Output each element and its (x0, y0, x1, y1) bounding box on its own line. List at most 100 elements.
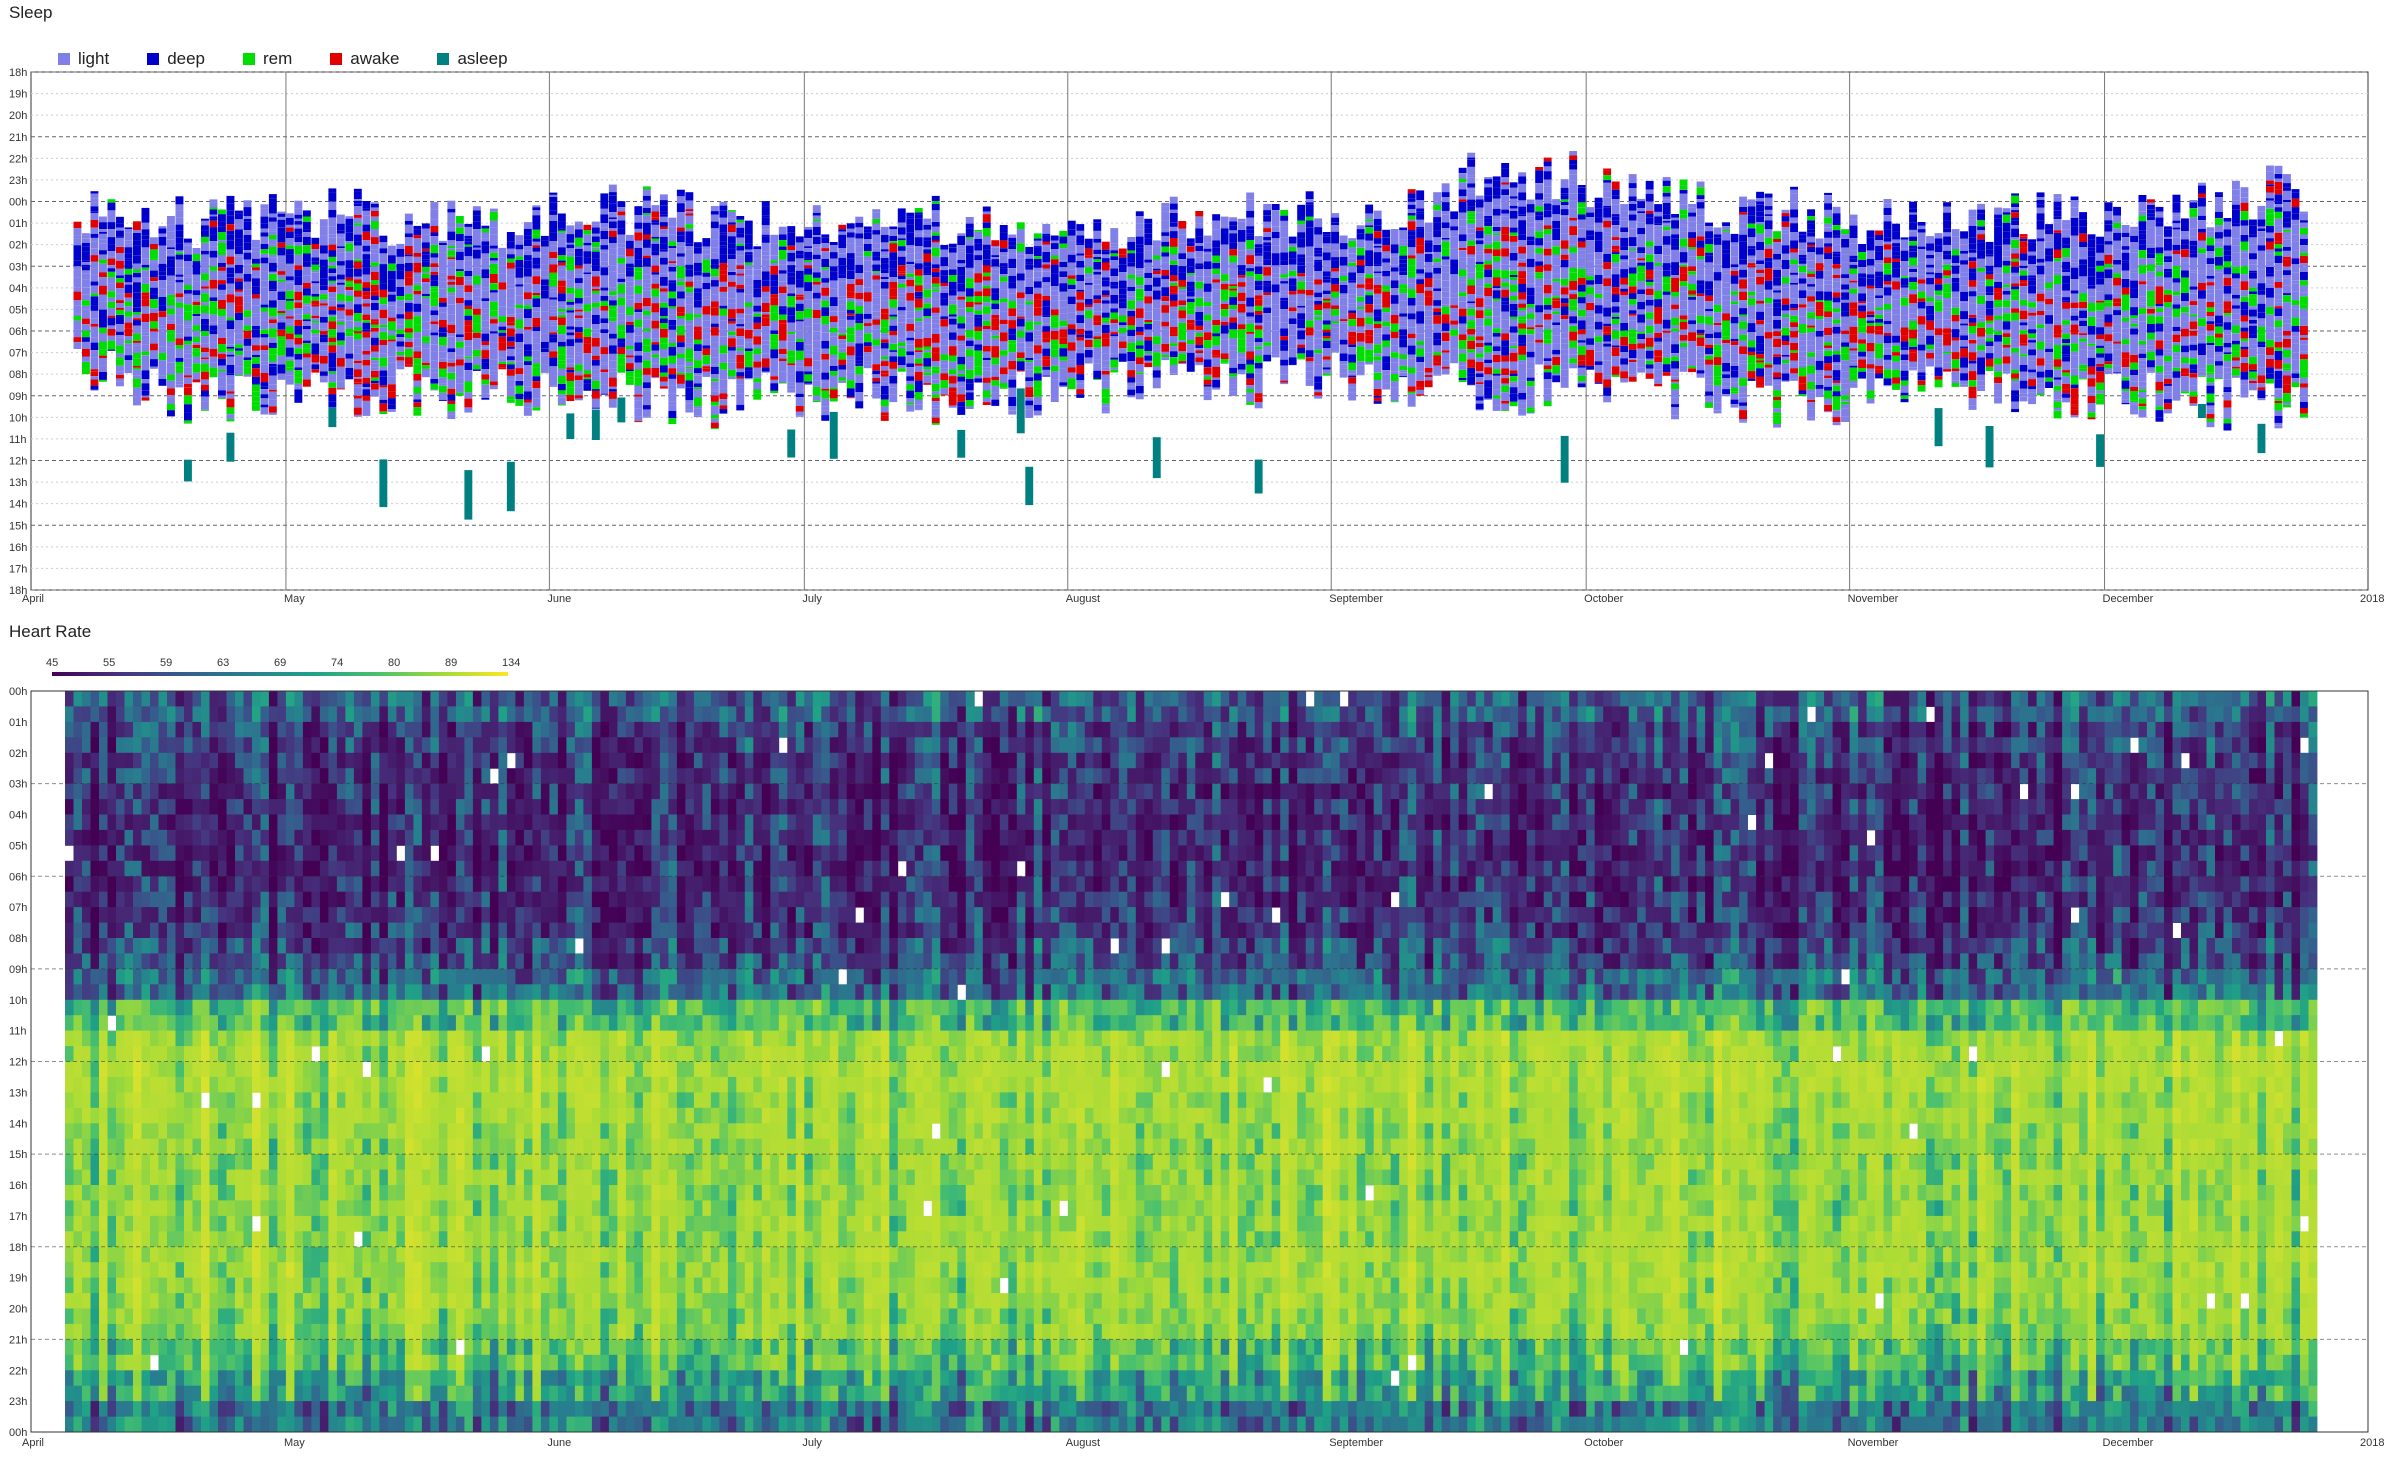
sleep-stage-segment (396, 334, 404, 337)
sleep-stage-segment (82, 324, 90, 330)
sleep-stage-segment (490, 258, 498, 261)
sleep-stage-segment (133, 233, 141, 240)
sleep-stage-segment (923, 352, 931, 358)
sleep-stage-segment (787, 265, 795, 272)
sleep-stage-segment (872, 256, 880, 260)
sleep-stage-segment (1229, 351, 1237, 360)
sleep-stage-segment (711, 327, 719, 336)
sleep-stage-segment (583, 368, 591, 371)
sleep-stage-segment (524, 239, 532, 246)
sleep-stage-segment (728, 351, 736, 360)
sleep-stage-segment (830, 297, 838, 306)
sleep-stage-segment (762, 359, 770, 368)
sleep-stage-segment (167, 381, 175, 389)
sleep-stage-segment (125, 341, 133, 344)
sleep-stage-segment (133, 351, 141, 354)
sleep-stage-segment (328, 257, 336, 262)
sleep-stage-segment (762, 367, 770, 371)
sleep-stage-segment (311, 281, 319, 283)
sleep-stage-segment (609, 354, 617, 361)
sleep-stage-segment (898, 279, 906, 284)
sleep-stage-segment (821, 251, 829, 259)
sleep-stage-segment (1221, 325, 1229, 334)
sleep-stage-segment (881, 327, 889, 333)
sleep-stage-segment (201, 352, 209, 358)
sleep-stage-segment (447, 256, 455, 258)
sleep-stage-segment (1314, 271, 1322, 280)
sleep-stage-segment (923, 370, 931, 373)
sleep-stage-segment (379, 264, 387, 269)
sleep-stage-segment (1000, 225, 1008, 232)
sleep-stage-segment (507, 360, 515, 362)
sleep-stage-segment (447, 417, 455, 420)
sleep-stage-segment (524, 344, 532, 351)
sleep-stage-segment (651, 275, 659, 279)
sleep-stage-segment (1331, 272, 1339, 278)
sleep-stage-segment (1340, 361, 1348, 364)
sleep-stage-segment (82, 319, 90, 325)
sleep-stage-segment (651, 225, 659, 229)
sleep-stage-segment (558, 317, 566, 325)
sleep-stage-segment (1136, 315, 1144, 318)
sleep-stage-segment (1025, 377, 1033, 381)
sleep-stage-segment (261, 295, 269, 302)
sleep-stage-segment (600, 231, 608, 239)
sleep-stage-segment (983, 383, 991, 391)
sleep-stage-segment (745, 221, 753, 227)
sleep-stage-segment (320, 290, 328, 294)
sleep-stage-segment (227, 321, 235, 330)
sleep-stage-segment (1034, 246, 1042, 248)
sleep-stage-segment (176, 277, 184, 280)
sleep-stage-segment (354, 363, 362, 369)
sleep-stage-segment (1246, 226, 1254, 230)
sleep-stage-segment (872, 395, 880, 398)
sleep-stage-segment (694, 387, 702, 389)
sleep-stage-segment (371, 296, 379, 301)
sleep-stage-segment (1306, 341, 1314, 350)
sleep-stage-segment (210, 297, 218, 301)
sleep-stage-segment (1034, 233, 1042, 238)
sleep-stage-segment (804, 327, 812, 331)
sleep-stage-segment (388, 255, 396, 263)
sleep-stage-segment (592, 277, 600, 281)
sleep-stage-segment (796, 415, 804, 417)
sleep-stage-segment (210, 199, 218, 203)
sleep-stage-segment (872, 243, 880, 248)
sleep-stage-segment (660, 344, 668, 349)
sleep-stage-segment (1204, 243, 1212, 249)
sleep-stage-segment (184, 341, 192, 345)
sleep-stage-segment (753, 270, 761, 276)
sleep-stage-segment (787, 363, 795, 365)
sleep-stage-segment (269, 274, 277, 281)
sleep-stage-segment (838, 365, 846, 370)
sleep-stage-segment (1306, 327, 1314, 331)
sleep-stage-segment (320, 372, 328, 376)
sleep-stage-segment (345, 278, 353, 281)
sleep-stage-segment (1034, 248, 1042, 256)
sleep-stage-segment (1136, 335, 1144, 341)
sleep-stage-segment (1042, 349, 1050, 357)
sleep-stage-segment (473, 259, 481, 263)
sleep-stage-segment (244, 350, 252, 357)
sleep-stage-segment (1331, 218, 1339, 223)
sleep-stage-segment (490, 242, 498, 246)
sleep-stage-segment (983, 212, 991, 215)
sleep-stage-segment (558, 293, 566, 301)
sleep-stage-segment (481, 301, 489, 308)
sleep-stage-segment (1136, 271, 1144, 274)
sleep-stage-segment (966, 307, 974, 312)
sleep-stage-segment (813, 287, 821, 293)
sleep-stage-segment (736, 220, 744, 223)
sleep-stage-segment (694, 398, 702, 407)
sleep-stage-segment (388, 357, 396, 363)
sleep-stage-segment (1238, 372, 1246, 374)
sleep-stage-segment (753, 280, 761, 289)
sleep-stage-segment (668, 374, 676, 379)
sleep-stage-segment (1034, 281, 1042, 288)
sleep-stage-segment (847, 327, 855, 334)
sleep-y-tick-label: 19h (9, 89, 27, 101)
sleep-stage-segment (711, 239, 719, 248)
sleep-stage-segment (1289, 291, 1297, 294)
sleep-stage-segment (558, 342, 566, 347)
sleep-stage-segment (303, 267, 311, 275)
